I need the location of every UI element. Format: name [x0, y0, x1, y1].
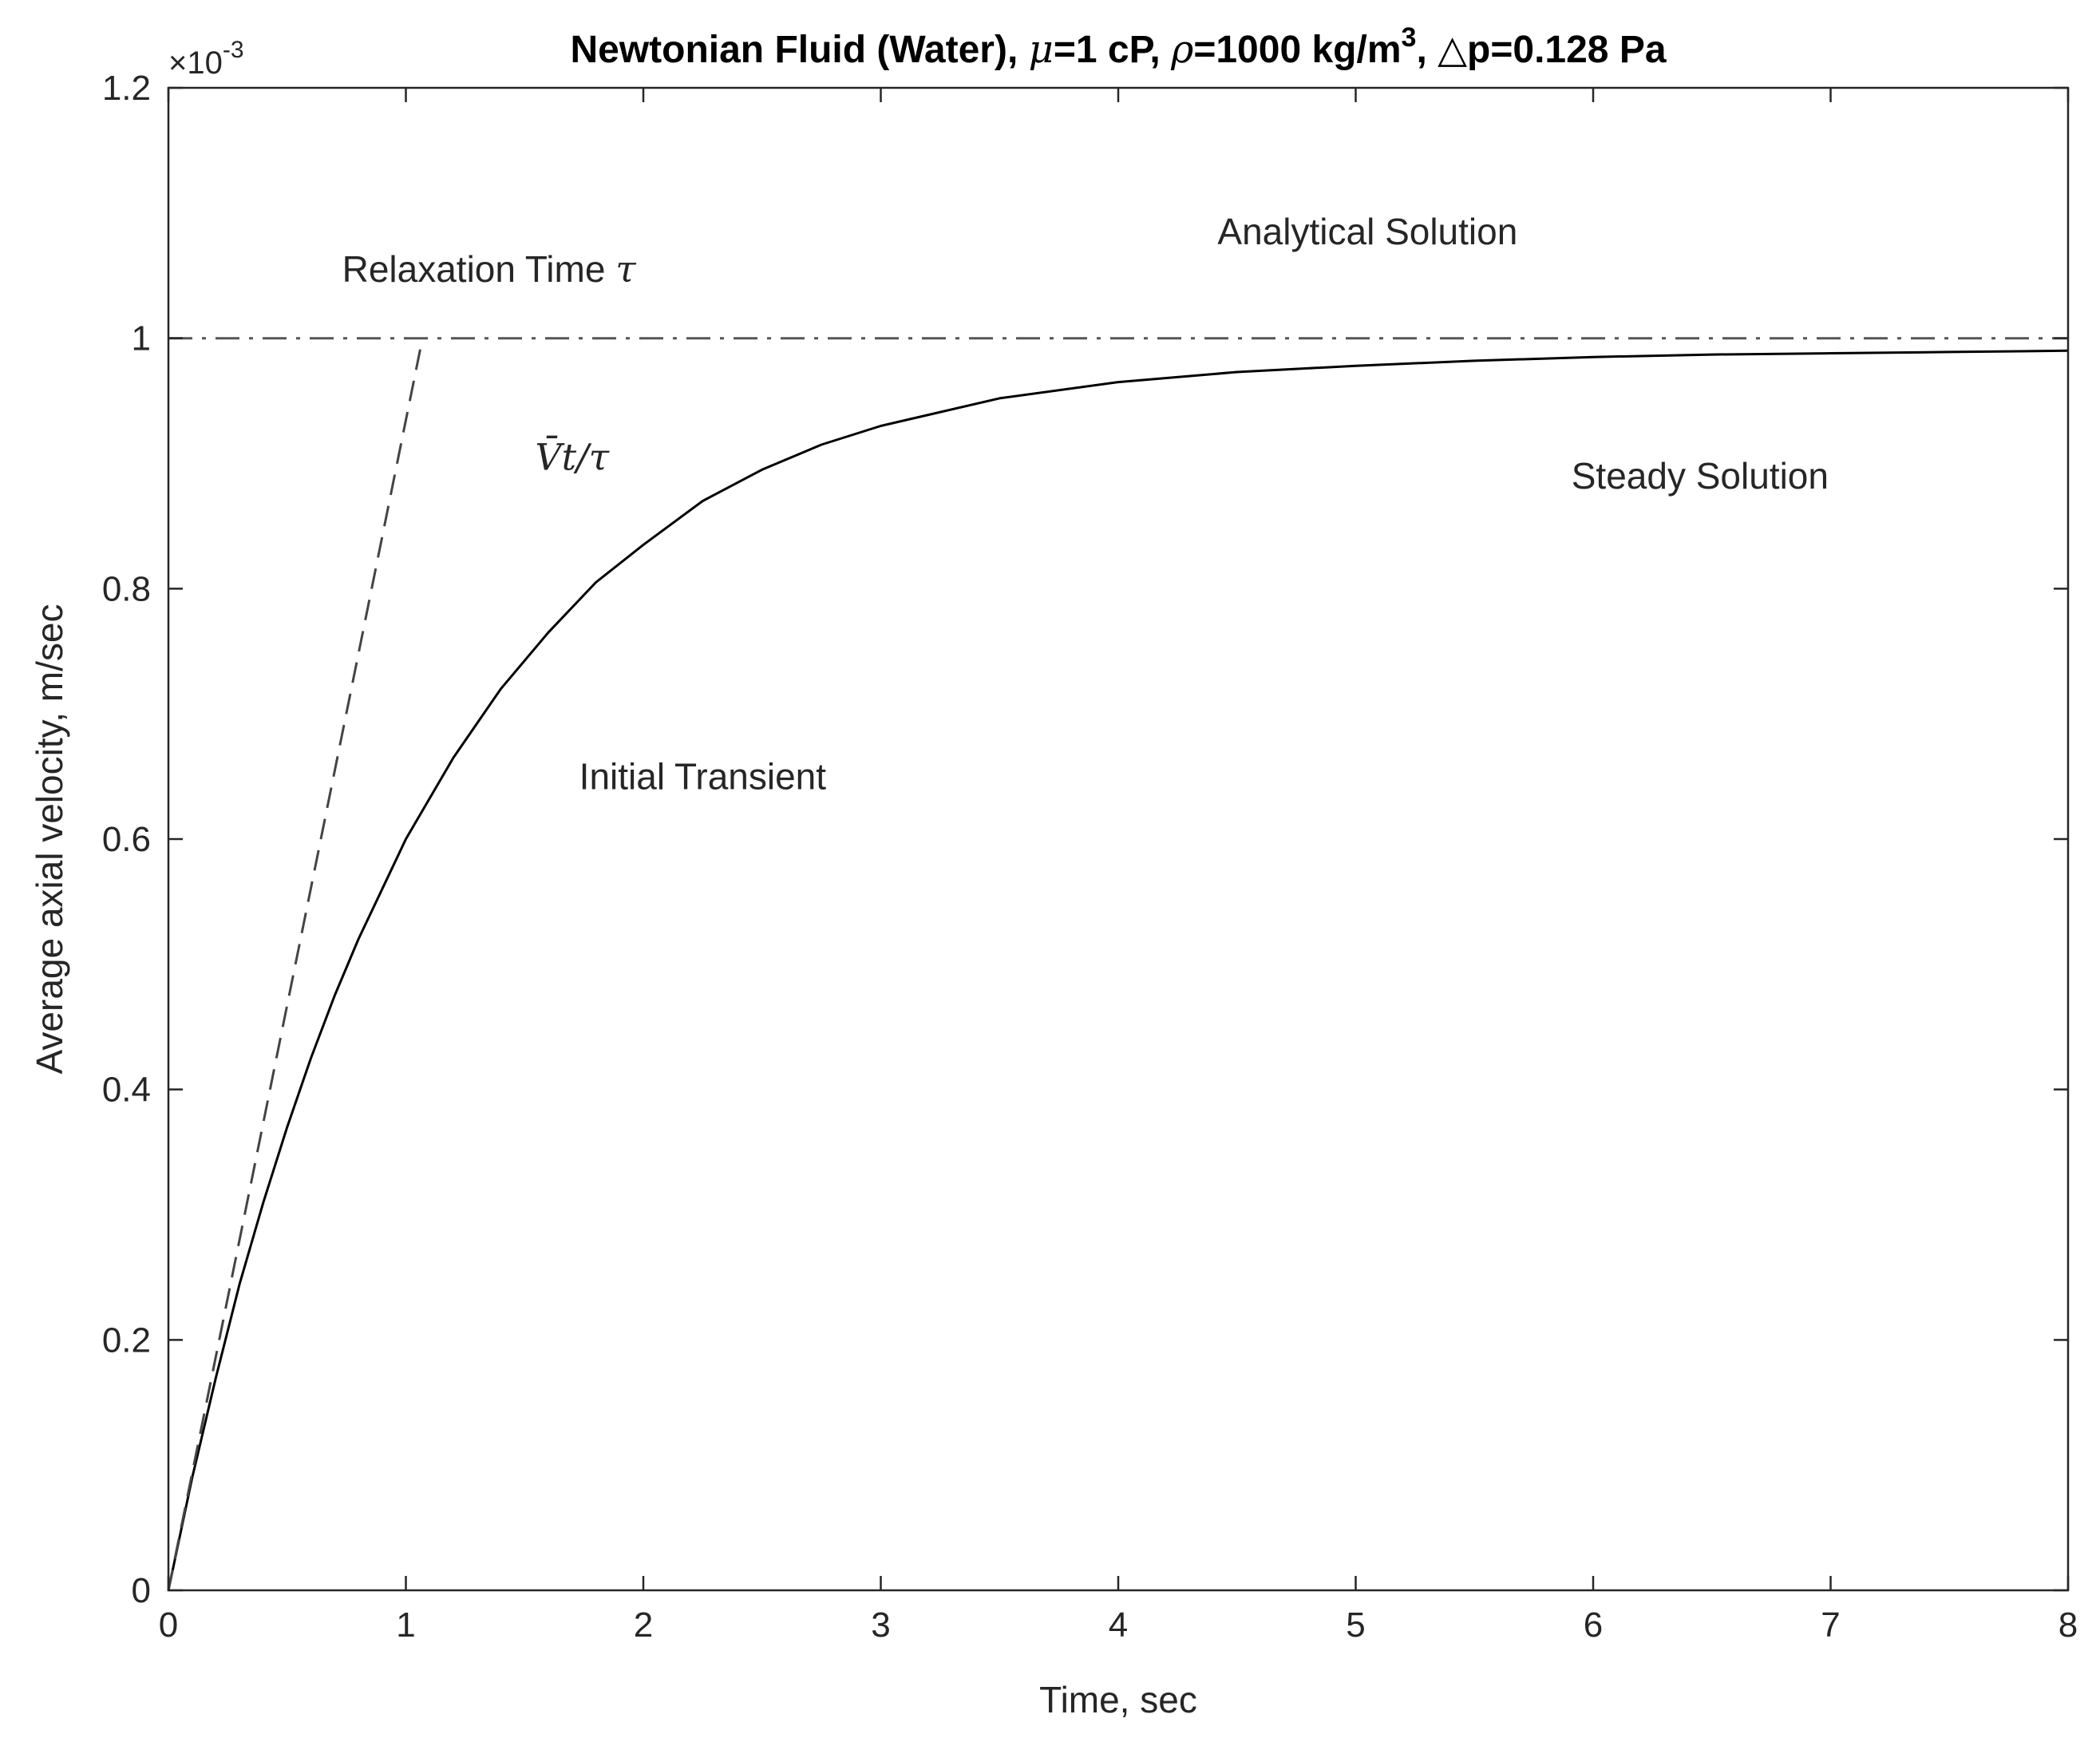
annotation-label: Relaxation Time τ — [342, 247, 638, 291]
title-superscript: 3 — [1402, 22, 1417, 53]
series-line-solid — [167, 349, 2069, 1591]
x-tick-label: 7 — [1821, 1605, 1840, 1645]
x-tick-label: 6 — [1584, 1605, 1603, 1645]
title-part-3: =1000 kg/m — [1193, 29, 1401, 71]
x-tick-label: 2 — [634, 1605, 653, 1645]
title-part-5: p=0.128 Pa — [1467, 29, 1667, 71]
x-tick-label: 8 — [2058, 1605, 2078, 1645]
y-tick-label: 0 — [132, 1571, 151, 1610]
y-tick-label: 0.2 — [102, 1320, 151, 1360]
y-tick-label: 1 — [132, 319, 151, 358]
annotation-label: Analytical Solution — [1217, 211, 1517, 252]
x-tick-label: 1 — [396, 1605, 415, 1645]
x-axis-label: Time, sec — [1039, 1679, 1197, 1720]
series-line-dashed — [167, 338, 424, 1591]
x-tick-label: 3 — [871, 1605, 890, 1645]
annotation-label: Steady Solution — [1572, 455, 1829, 497]
y-tick-label: 0.4 — [102, 1071, 151, 1110]
x-tick-label: 4 — [1109, 1605, 1128, 1645]
plot-area — [168, 88, 2068, 1590]
annotation-label: V̄t/τ — [535, 434, 610, 478]
y-tick-label: 1.2 — [102, 69, 151, 108]
title-rho-symbol: ρ — [1170, 27, 1193, 72]
title-part-1: Newtonian Fluid (Water), — [570, 29, 1028, 71]
y-axis-multiplier-exponent: -3 — [223, 37, 244, 63]
title-part-4: , — [1416, 29, 1438, 71]
title-delta-symbol: △ — [1438, 29, 1467, 71]
title-mu-symbol: μ — [1029, 27, 1054, 72]
y-axis-multiplier-base: ×10 — [168, 46, 223, 81]
x-tick-label: 0 — [159, 1605, 178, 1645]
ticks-layer: 0 1 2 3 4 5 6 7 8 0 0.2 0.4 0.6 0.8 1 1.2 — [102, 69, 2078, 1645]
title-part-2: =1 cP, — [1054, 29, 1171, 71]
y-axis-label: Average axial velocity, m/sec — [29, 604, 70, 1075]
y-tick-label: 0.8 — [102, 569, 151, 608]
annotation-label: Initial Transient — [579, 755, 827, 797]
x-tick-label: 5 — [1346, 1605, 1365, 1645]
annotation-layer: Analytical Solution Relaxation Time τ V̄t/… — [342, 211, 1829, 797]
y-axis-multiplier: ×10-3 — [168, 37, 244, 81]
y-tick-label: 0.6 — [102, 820, 151, 859]
series-layer — [167, 337, 2069, 1591]
chart-title: Newtonian Fluid (Water), μ=1 cP, ρ=1000 … — [570, 22, 1666, 72]
